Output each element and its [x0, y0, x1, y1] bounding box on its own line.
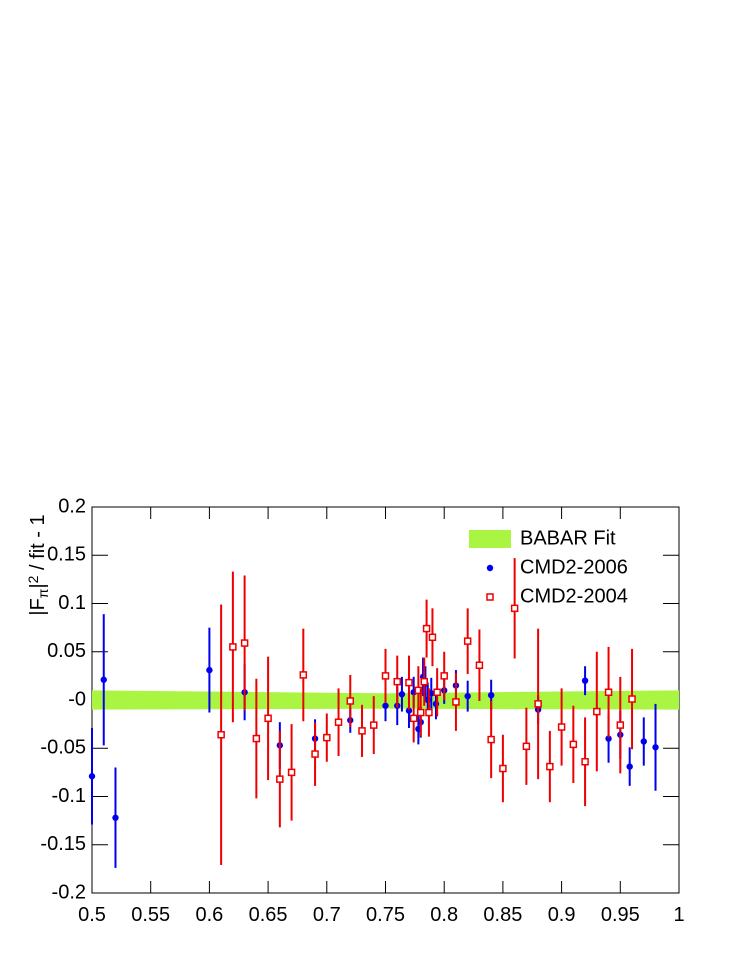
x-tick-label: 0.85	[483, 904, 522, 926]
y-tick-label: -0.05	[40, 737, 86, 759]
legend-label: CMD2-2006	[520, 556, 628, 578]
y-tick-label: 0.15	[47, 544, 86, 566]
marker	[452, 698, 460, 706]
marker	[534, 700, 542, 708]
y-label-part: 2	[25, 575, 41, 583]
marker	[276, 775, 284, 783]
y-tick-label: 0.05	[47, 640, 86, 662]
marker	[428, 633, 437, 642]
marker	[346, 697, 355, 705]
marker	[287, 768, 296, 777]
x-tick-label: 0.8	[430, 904, 458, 926]
x-tick-label: 0.6	[195, 904, 223, 926]
legend-label: CMD2-2004	[520, 585, 628, 607]
y-label-part: / fit - 1	[27, 514, 49, 575]
marker	[487, 691, 495, 699]
y-tick-label: -0.2	[52, 881, 86, 903]
marker	[405, 707, 413, 714]
marker	[252, 734, 261, 743]
marker	[487, 735, 495, 744]
marker	[557, 723, 566, 731]
marker	[323, 733, 331, 742]
y-axis-label: |Fπ|2 / fit - 1	[25, 514, 51, 615]
marker	[440, 672, 448, 680]
marker	[88, 773, 96, 780]
marker	[206, 666, 213, 674]
legend-swatch	[469, 530, 511, 548]
marker	[393, 677, 401, 686]
marker	[425, 708, 433, 717]
y-tick-label: -0.15	[40, 833, 86, 855]
marker	[463, 637, 472, 645]
marker	[628, 695, 636, 703]
marker	[229, 643, 237, 651]
marker	[398, 691, 406, 698]
y-label-part: π	[35, 588, 51, 598]
marker	[358, 727, 366, 735]
marker	[420, 677, 428, 686]
marker	[416, 708, 425, 717]
x-tick-label: 0.65	[249, 904, 288, 926]
marker	[405, 678, 413, 687]
marker	[370, 721, 378, 729]
legend-label: BABAR Fit	[520, 527, 616, 549]
x-tick-label: 1	[673, 904, 684, 926]
marker	[616, 721, 625, 729]
marker	[381, 672, 390, 680]
marker	[569, 740, 578, 749]
x-tick-label: 0.5	[78, 904, 106, 926]
y-label-part: |	[27, 583, 49, 588]
x-tick-label: 0.7	[313, 904, 341, 926]
y-tick-label: -0	[68, 688, 86, 710]
marker	[626, 763, 633, 770]
x-tick-label: 0.9	[548, 904, 576, 926]
marker	[422, 624, 431, 633]
marker	[409, 714, 418, 723]
marker	[382, 702, 389, 709]
marker	[499, 764, 507, 773]
y-tick-label: 0.1	[58, 592, 86, 614]
x-tick-label: 0.55	[131, 904, 170, 926]
marker	[593, 707, 601, 716]
marker	[264, 714, 272, 723]
marker	[464, 692, 471, 700]
marker	[217, 730, 225, 739]
marker	[640, 738, 647, 745]
x-tick-label: 0.75	[366, 904, 405, 926]
x-tick-label: 0.95	[601, 904, 640, 926]
marker	[433, 688, 441, 697]
marker	[604, 688, 613, 697]
y-label-part: |F	[27, 598, 49, 615]
marker	[424, 696, 431, 704]
marker	[100, 676, 107, 683]
marker	[581, 758, 589, 766]
y-tick-label: 0.2	[58, 495, 86, 517]
marker	[240, 639, 249, 647]
marker	[334, 718, 343, 726]
marker	[311, 750, 319, 758]
legend-marker	[486, 593, 494, 601]
marker	[605, 735, 612, 742]
marker	[522, 742, 531, 751]
marker	[432, 700, 440, 708]
marker	[475, 661, 484, 670]
marker	[299, 671, 308, 679]
marker	[546, 762, 554, 771]
marker	[581, 677, 589, 684]
marker	[112, 814, 119, 821]
marker	[652, 744, 659, 751]
legend-marker	[486, 564, 494, 572]
y-tick-label: -0.1	[52, 785, 86, 807]
marker	[510, 604, 519, 613]
